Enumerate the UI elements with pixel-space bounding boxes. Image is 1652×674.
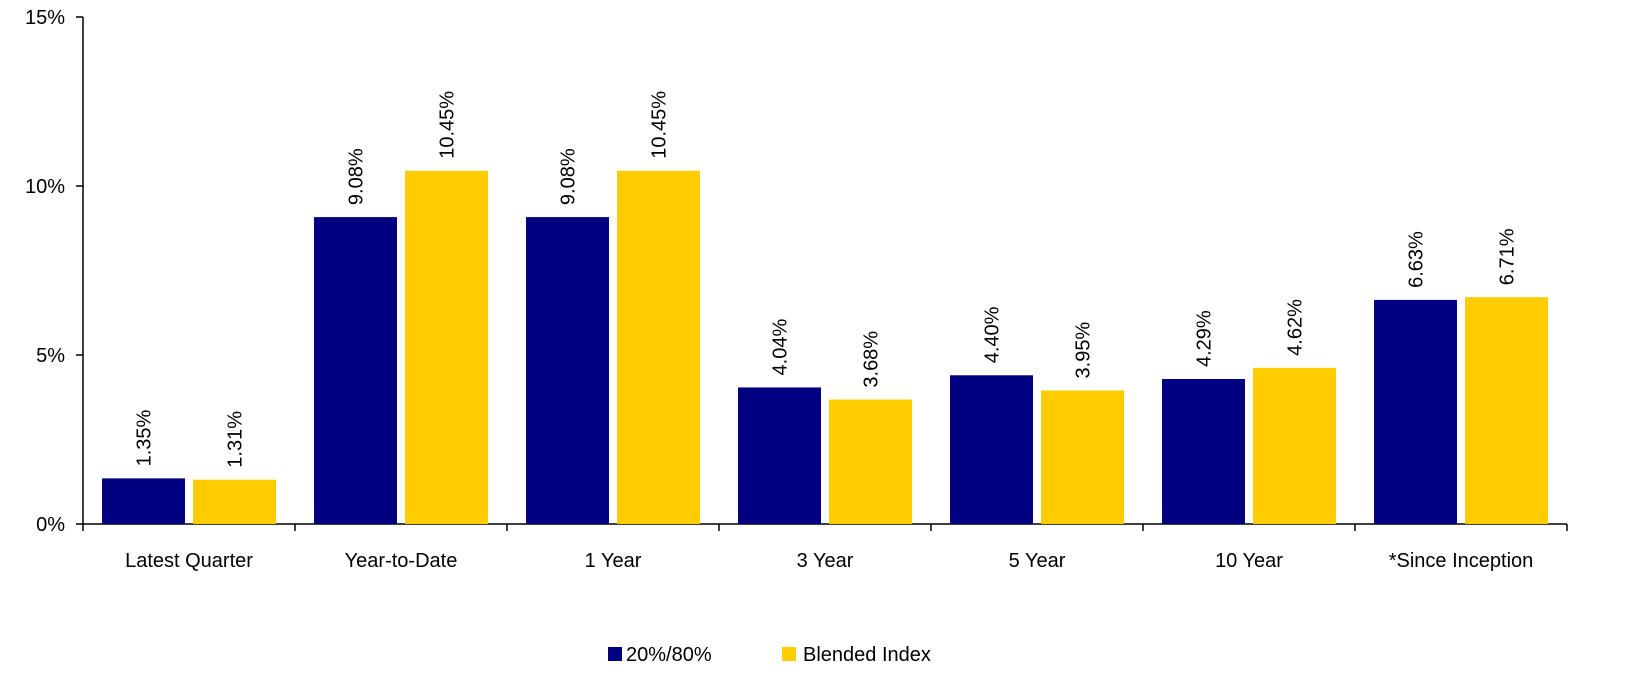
bar-series-1: [314, 217, 397, 524]
legend-swatch: [608, 647, 622, 661]
bar-series-1: [526, 217, 609, 524]
bar-series-2: [829, 399, 912, 524]
bar-series-1: [102, 478, 185, 524]
bar-series-2: [405, 170, 488, 525]
data-label: 4.29%: [1194, 310, 1216, 367]
data-label: 1.31%: [225, 411, 247, 468]
y-tick-label: 0%: [36, 514, 65, 536]
bar-series-2: [1465, 297, 1548, 524]
bars: [102, 170, 1548, 525]
x-category-label: 10 Year: [1215, 550, 1283, 572]
data-labels: 1.35% 1.31% 9.08% 10.45% 9.08% 10.45% 4.04% 3.6…: [134, 91, 1519, 468]
data-label: 6.63%: [1406, 231, 1428, 288]
legend-swatch: [782, 647, 796, 661]
x-axis: Latest Quarter Year-to-Date 1 Year 3 Year 5 …: [82, 523, 1568, 572]
data-label: 6.71%: [1497, 228, 1519, 285]
x-category-label: 1 Year: [585, 550, 642, 572]
bar-series-1: [738, 387, 821, 524]
legend: 20%/80% Blended Index: [608, 644, 931, 666]
data-label: 9.08%: [346, 148, 368, 205]
bar-series-2: [617, 170, 700, 525]
data-label: 9.08%: [558, 148, 580, 205]
data-label: 10.45%: [649, 91, 671, 159]
bar-series-1: [1374, 299, 1457, 524]
data-label: 4.04%: [770, 319, 792, 376]
x-category-label: 3 Year: [797, 550, 854, 572]
x-category-label: Year-to-Date: [345, 550, 458, 572]
y-tick-label: 10%: [25, 176, 65, 198]
data-label: 10.45%: [437, 91, 459, 159]
data-label: 4.40%: [982, 306, 1004, 363]
legend-label: 20%/80%: [626, 644, 712, 666]
bar-series-2: [193, 479, 276, 524]
bar-series-2: [1253, 367, 1336, 524]
data-label: 1.35%: [134, 409, 156, 466]
data-label: 4.62%: [1285, 299, 1307, 356]
bar-series-1: [1162, 378, 1245, 524]
bar-series-1: [950, 375, 1033, 524]
x-category-label: *Since Inception: [1389, 550, 1534, 572]
y-tick-label: 15%: [25, 7, 65, 29]
y-axis: 0% 5% 10% 15%: [25, 7, 84, 536]
data-label: 3.95%: [1073, 322, 1095, 379]
x-category-label: Latest Quarter: [125, 550, 253, 572]
bar-series-2: [1041, 390, 1124, 524]
y-tick-label: 5%: [36, 345, 65, 367]
data-label: 3.68%: [861, 331, 883, 388]
x-category-label: 5 Year: [1009, 550, 1066, 572]
legend-label: Blended Index: [803, 644, 931, 666]
